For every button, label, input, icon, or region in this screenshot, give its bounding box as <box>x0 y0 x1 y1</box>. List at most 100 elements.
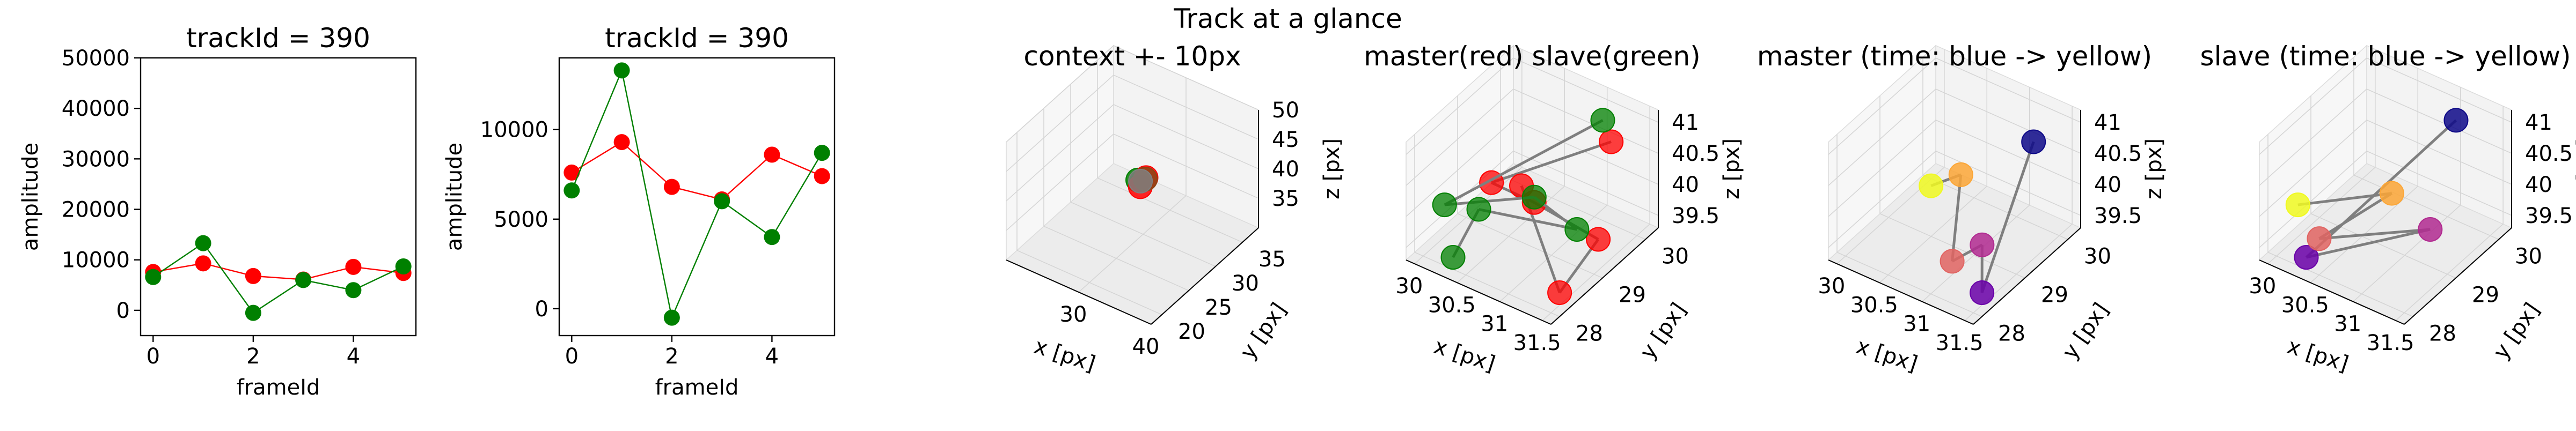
z-tick-label: 45 <box>1272 128 1299 152</box>
point-slave <box>1565 218 1589 241</box>
y-axis-title: y [px] <box>2058 299 2114 364</box>
x-tick-label: 30 <box>1060 302 1087 327</box>
z-tick-label: 41 <box>2525 110 2552 135</box>
point-slave <box>1441 246 1465 269</box>
y-tick-label: 20 <box>1178 319 1205 344</box>
x-tick-label: 30.5 <box>1428 293 1476 317</box>
point-slave <box>1433 193 1457 217</box>
z-axis-title: z [px] <box>2142 138 2167 199</box>
data-point <box>145 269 161 285</box>
y-axis-title: y [px] <box>1635 299 1692 364</box>
data-point <box>814 168 830 184</box>
z-tick-label: 39.5 <box>2525 204 2573 228</box>
y-tick-label: 30 <box>2515 244 2542 269</box>
z-tick-label: 40 <box>1272 157 1299 182</box>
y-tick-label: 20000 <box>62 198 130 222</box>
data-point <box>614 62 630 78</box>
panel-title: slave (time: blue -> yellow) <box>2200 41 2571 72</box>
time-colored-point <box>1970 281 1994 304</box>
y-tick-label: 29 <box>2041 283 2068 308</box>
y-tick-label: 28 <box>2429 322 2456 346</box>
x-tick-label: 31 <box>1903 312 1930 337</box>
series-line-1 <box>153 263 403 279</box>
x-tick-label: 31.5 <box>2367 331 2414 355</box>
x-axis-title: x [px] <box>1431 334 1498 377</box>
z-tick-label: 50 <box>1272 98 1299 123</box>
data-point <box>814 145 830 161</box>
context-point <box>1129 169 1152 193</box>
y-tick-label: 30 <box>1232 271 1259 296</box>
z-tick-label: 40 <box>2525 173 2552 197</box>
x-tick-label: 31 <box>1481 312 1508 337</box>
x-tick-label: 31.5 <box>1513 331 1561 355</box>
y-axis-title: amplitude <box>442 143 467 251</box>
data-point <box>295 272 311 288</box>
z-axis-title: z [px] <box>1719 138 1744 199</box>
y-axis-title: y [px] <box>2489 299 2545 364</box>
point-slave <box>1467 198 1491 221</box>
y-tick-label: 0 <box>535 297 548 322</box>
z-tick-label: 41 <box>1672 110 1699 135</box>
x-axis-title: frameId <box>237 375 320 400</box>
time-colored-point <box>1949 163 1973 187</box>
plot-frame <box>559 58 835 336</box>
x-tick-label: 30 <box>1395 274 1423 299</box>
data-point <box>345 282 361 298</box>
y-tick-label: 25 <box>1205 295 1232 320</box>
y-tick-label: 40000 <box>62 96 130 121</box>
z-tick-label: 40 <box>2094 173 2121 197</box>
point-master <box>1599 130 1623 153</box>
y-tick-label: 28 <box>1576 322 1603 346</box>
data-point <box>614 134 630 150</box>
y-tick-label: 30 <box>1662 244 1689 269</box>
x-tick-label: 0 <box>147 344 160 369</box>
panel-title: master(red) slave(green) <box>1364 41 1701 72</box>
z-axis-title: z [px] <box>2573 138 2576 199</box>
y-tick-label: 10000 <box>62 248 130 273</box>
z-tick-label: 40.5 <box>2094 142 2142 166</box>
z-tick-label: 40.5 <box>2525 142 2573 166</box>
y-tick-label: 35 <box>1258 247 1286 272</box>
time-colored-point <box>1970 233 1994 257</box>
panel-title: trackId = 390 <box>605 23 789 54</box>
figure-suptitle: Track at a glance <box>1173 3 1402 34</box>
z-tick-label: 40 <box>1672 173 1699 197</box>
y-tick-label: 30000 <box>62 147 130 172</box>
y-tick-label: 5000 <box>494 207 548 232</box>
line-chart-panel-2: trackId = 390 0 2 4 0 5000 10000 frameId amplitu… <box>442 23 835 400</box>
point-slave <box>1523 185 1546 209</box>
y-tick-label: 0 <box>116 299 130 323</box>
y-tick-label: 29 <box>2472 283 2499 308</box>
x-axis-title: x [px] <box>2284 334 2351 377</box>
data-point <box>345 259 361 275</box>
time-colored-point <box>1919 174 1943 198</box>
x-axis-title: x [px] <box>1031 334 1098 377</box>
data-point <box>564 182 580 198</box>
data-point <box>195 235 211 251</box>
x-tick-label: 31 <box>2334 312 2361 337</box>
data-point <box>664 179 680 195</box>
time-colored-point <box>1941 249 1964 273</box>
y-tick-label: 50000 <box>62 46 130 71</box>
data-point <box>245 305 261 321</box>
z-tick-label: 40.5 <box>1672 142 1719 166</box>
z-tick-label: 39.5 <box>2094 204 2142 228</box>
series-line-2 <box>572 70 822 317</box>
y-tick-label: 10000 <box>480 118 548 143</box>
data-point <box>714 193 730 209</box>
time-colored-point <box>2444 108 2468 132</box>
x-tick-label: 2 <box>665 344 678 369</box>
series-line-1 <box>572 142 822 199</box>
x-tick-label: 40 <box>1132 335 1160 359</box>
x-tick-label: 30 <box>2249 274 2276 299</box>
x-tick-label: 0 <box>565 344 579 369</box>
y-axis-title: y [px] <box>1235 299 1292 364</box>
x-axis-title: frameId <box>655 375 739 400</box>
time-colored-point <box>2418 218 2442 241</box>
x-tick-label: 4 <box>765 344 779 369</box>
point-slave <box>1591 108 1614 132</box>
